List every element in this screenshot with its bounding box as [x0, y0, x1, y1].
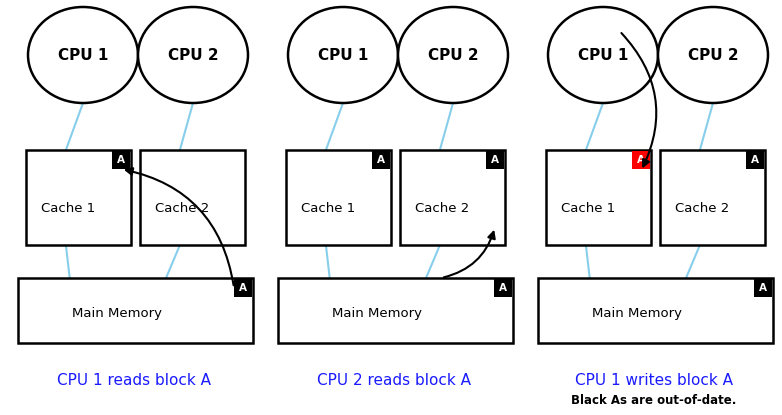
Text: A: A — [239, 283, 247, 293]
Bar — [26, 150, 131, 245]
Text: Cache 1: Cache 1 — [301, 203, 355, 215]
Text: CPU 2: CPU 2 — [687, 47, 738, 63]
Text: A: A — [117, 155, 125, 165]
Text: A: A — [499, 283, 507, 293]
Bar — [486, 151, 504, 169]
Text: CPU 1: CPU 1 — [317, 47, 368, 63]
Text: A: A — [751, 155, 759, 165]
Text: Cache 1: Cache 1 — [561, 203, 615, 215]
Text: Main Memory: Main Memory — [72, 307, 162, 320]
Bar — [754, 279, 772, 297]
Text: Cache 2: Cache 2 — [415, 203, 469, 215]
Text: Cache 2: Cache 2 — [675, 203, 729, 215]
Text: A: A — [491, 155, 499, 165]
Text: CPU 1 writes block A: CPU 1 writes block A — [575, 373, 733, 388]
Bar — [286, 150, 391, 245]
Text: CPU 2 reads block A: CPU 2 reads block A — [317, 373, 471, 388]
Bar — [494, 279, 512, 297]
Text: CPU 1: CPU 1 — [58, 47, 108, 63]
Bar — [538, 278, 773, 343]
Text: A: A — [637, 155, 645, 165]
Bar — [112, 151, 130, 169]
Text: Main Memory: Main Memory — [592, 307, 682, 320]
Ellipse shape — [548, 7, 658, 103]
Bar — [234, 279, 252, 297]
Bar — [746, 151, 764, 169]
Bar — [18, 278, 253, 343]
Bar — [632, 151, 650, 169]
Bar — [546, 150, 651, 245]
Text: Cache 2: Cache 2 — [155, 203, 209, 215]
Bar — [140, 150, 245, 245]
Bar — [372, 151, 390, 169]
Text: CPU 1: CPU 1 — [578, 47, 628, 63]
Text: A: A — [377, 155, 385, 165]
Bar — [660, 150, 765, 245]
Text: Main Memory: Main Memory — [332, 307, 421, 320]
Text: A: A — [759, 283, 767, 293]
Ellipse shape — [288, 7, 398, 103]
Text: Cache 1: Cache 1 — [41, 203, 95, 215]
Bar — [400, 150, 505, 245]
Text: CPU 1 reads block A: CPU 1 reads block A — [57, 373, 211, 388]
Ellipse shape — [138, 7, 248, 103]
Text: Black As are out-of-date.: Black As are out-of-date. — [572, 393, 737, 407]
Ellipse shape — [28, 7, 138, 103]
Ellipse shape — [658, 7, 768, 103]
Text: CPU 2: CPU 2 — [167, 47, 218, 63]
Bar — [278, 278, 513, 343]
Text: CPU 2: CPU 2 — [428, 47, 479, 63]
Ellipse shape — [398, 7, 508, 103]
